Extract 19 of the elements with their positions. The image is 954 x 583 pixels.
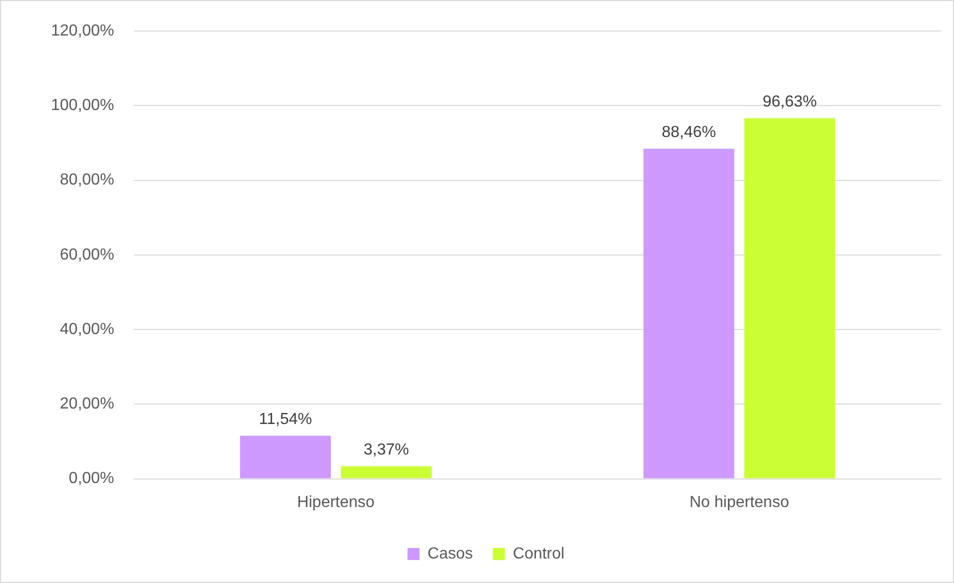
x-tick-label: No hipertenso [689, 494, 790, 511]
x-tick-label: Hipertenso [297, 494, 375, 511]
data-label: 88,46% [662, 124, 716, 142]
y-tick-label: 120,00% [50, 22, 114, 40]
y-tick-label: 0,00% [68, 470, 114, 488]
y-tick-label: 100,00% [50, 97, 114, 114]
data-label: 3,37% [364, 442, 409, 459]
bar [643, 148, 734, 478]
y-tick-label: 40,00% [60, 320, 114, 338]
legend-label: Control [512, 545, 564, 562]
data-label: 11,54% [258, 411, 312, 428]
y-tick-label: 80,00% [60, 172, 114, 189]
y-tick-label: 20,00% [60, 396, 114, 413]
data-label: 96,63% [762, 94, 817, 111]
bar [240, 436, 331, 478]
bar [340, 466, 432, 478]
bar [744, 118, 836, 478]
legend-label: Casos [428, 545, 473, 562]
y-tick-label: 60,00% [60, 246, 114, 264]
